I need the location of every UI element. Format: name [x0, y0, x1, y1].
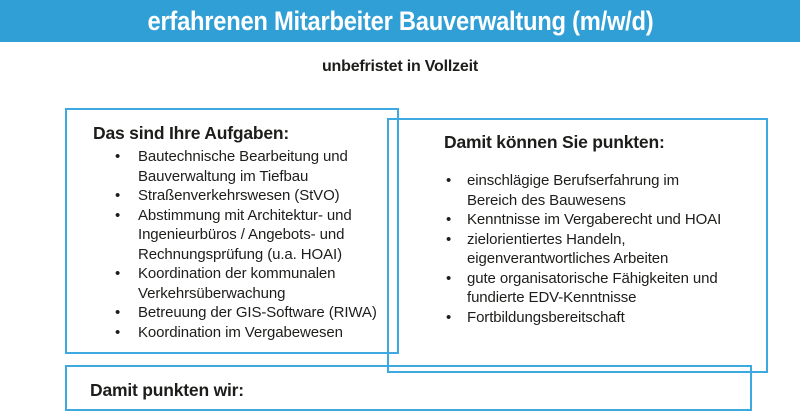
list-item: Kenntnisse im Vergaberecht und HOAI: [446, 210, 766, 230]
list-item: Straßenverkehrswesen (StVO): [115, 186, 397, 206]
list-item: Fortbildungsbereitschaft: [446, 308, 766, 328]
qualifications-heading: Damit können Sie punkten:: [444, 132, 665, 152]
benefits-heading: Damit punkten wir:: [90, 380, 244, 400]
tasks-heading: Das sind Ihre Aufgaben:: [93, 123, 290, 143]
tasks-section: Das sind Ihre Aufgaben: Bautechnische Be…: [65, 108, 399, 354]
job-title: erfahrenen Mitarbeiter Bauverwaltung (m/…: [147, 5, 653, 36]
job-title-banner: erfahrenen Mitarbeiter Bauverwaltung (m/…: [0, 0, 800, 42]
list-item: zielorientiertes Handeln, eigenverantwor…: [446, 230, 766, 269]
employment-type-subtitle: unbefristet in Vollzeit: [321, 58, 478, 75]
list-item: Betreuung der GIS-Software (RIWA): [115, 303, 397, 323]
list-item: Bautechnische Bearbeitung und Bauverwalt…: [115, 147, 397, 186]
list-item: Abstimmung mit Architektur- und Ingenieu…: [115, 206, 397, 265]
tasks-list: Bautechnische Bearbeitung und Bauverwalt…: [115, 147, 397, 342]
qualifications-section: Damit können Sie punkten: einschlägige B…: [387, 118, 768, 373]
list-item: Koordination der kommunalen Verkehrsüber…: [115, 264, 397, 303]
list-item: Koordination im Vergabewesen: [115, 323, 397, 343]
qualifications-list: einschlägige Berufserfahrung im Bereich …: [446, 171, 766, 327]
list-item: einschlägige Berufserfahrung im Bereich …: [446, 171, 766, 210]
benefits-section: Damit punkten wir:: [65, 365, 752, 411]
list-item: gute organisatorische Fähigkeiten und fu…: [446, 269, 766, 308]
